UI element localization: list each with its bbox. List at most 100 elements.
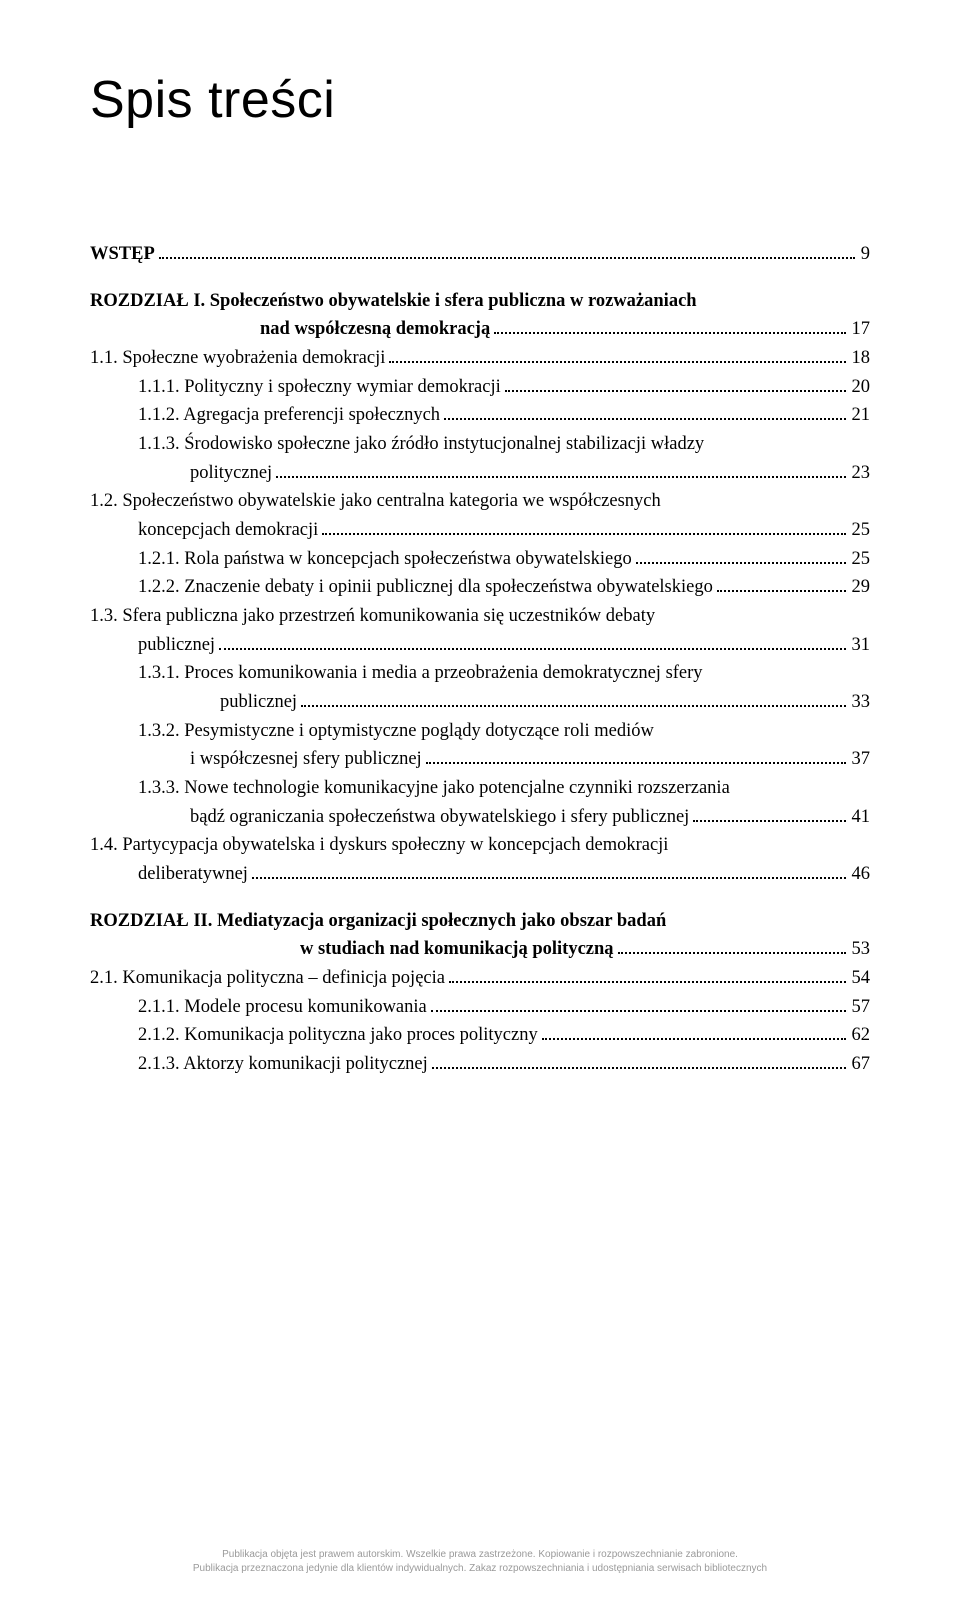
toc-dots bbox=[219, 648, 845, 650]
toc-dots bbox=[505, 390, 846, 392]
toc-label: 1.1.3. Środowisko społeczne jako źródło … bbox=[138, 430, 704, 459]
toc-label: 1.2. Społeczeństwo obywatelskie jako cen… bbox=[90, 487, 661, 516]
toc-row-cont: deliberatywnej 46 bbox=[90, 860, 870, 889]
toc-page: 62 bbox=[850, 1021, 871, 1050]
toc-page: 46 bbox=[850, 860, 871, 889]
toc-label: 1.1.1. Polityczny i społeczny wymiar dem… bbox=[138, 373, 501, 402]
toc-label: 1.1.2. Agregacja preferencji społecznych bbox=[138, 401, 440, 430]
toc-dots bbox=[717, 590, 846, 592]
toc-row: 1.4. Partycypacja obywatelska i dyskurs … bbox=[90, 831, 870, 860]
toc-page: 9 bbox=[859, 240, 870, 269]
toc-page: 18 bbox=[850, 344, 871, 373]
toc-label: koncepcjach demokracji bbox=[138, 516, 318, 545]
toc-label: 1.3. Sfera publiczna jako przestrzeń kom… bbox=[90, 602, 655, 631]
toc-dots bbox=[432, 1067, 846, 1069]
toc-label: 1.2.2. Znaczenie debaty i opinii publicz… bbox=[138, 573, 713, 602]
toc-label: 2.1.3. Aktorzy komunikacji politycznej bbox=[138, 1050, 428, 1079]
toc-label: 2.1. Komunikacja polityczna – definicja … bbox=[90, 964, 445, 993]
toc-row: 1.3.2. Pesymistyczne i optymistyczne pog… bbox=[90, 717, 870, 746]
toc-row: 2.1. Komunikacja polityczna – definicja … bbox=[90, 964, 870, 993]
toc-dots bbox=[322, 533, 845, 535]
toc-page: 25 bbox=[850, 516, 871, 545]
toc-page: 37 bbox=[850, 745, 871, 774]
toc-label: 1.3.3. Nowe technologie komunikacyjne ja… bbox=[138, 774, 730, 803]
toc-label: i współczesnej sfery publicznej bbox=[190, 745, 422, 774]
toc-page: 25 bbox=[850, 545, 871, 574]
toc-label: publicznej bbox=[138, 631, 215, 660]
toc-dots bbox=[449, 981, 846, 983]
toc-label: 1.4. Partycypacja obywatelska i dyskurs … bbox=[90, 831, 668, 860]
toc-row: 2.1.3. Aktorzy komunikacji politycznej 6… bbox=[90, 1050, 870, 1079]
gap bbox=[90, 269, 870, 287]
footer-line: Publikacja objęta jest prawem autorskim.… bbox=[0, 1548, 960, 1562]
toc-label: 2.1.2. Komunikacja polityczna jako proce… bbox=[138, 1021, 538, 1050]
toc-row-cont: koncepcjach demokracji 25 bbox=[90, 516, 870, 545]
toc-row-r1-cont: nad współczesną demokracją 17 bbox=[90, 315, 870, 344]
toc-dots bbox=[252, 877, 846, 879]
toc-page: 33 bbox=[850, 688, 871, 717]
toc-page: 31 bbox=[850, 631, 871, 660]
toc-label: 1.1. Społeczne wyobrażenia demokracji bbox=[90, 344, 385, 373]
toc-row-cont: politycznej 23 bbox=[90, 459, 870, 488]
toc-row: 1.3.1. Proces komunikowania i media a pr… bbox=[90, 659, 870, 688]
toc-row: 2.1.2. Komunikacja polityczna jako proce… bbox=[90, 1021, 870, 1050]
toc-page: 41 bbox=[850, 803, 871, 832]
toc-page: 23 bbox=[850, 459, 871, 488]
toc-dots bbox=[444, 418, 845, 420]
page-title: Spis treści bbox=[90, 70, 870, 130]
toc-label: deliberatywnej bbox=[138, 860, 248, 889]
toc-row: 2.1.1. Modele procesu komunikowania 57 bbox=[90, 993, 870, 1022]
toc-row-r1: ROZDZIAŁ I. Społeczeństwo obywatelskie i… bbox=[90, 287, 870, 316]
toc-page: 67 bbox=[850, 1050, 871, 1079]
footer: Publikacja objęta jest prawem autorskim.… bbox=[0, 1548, 960, 1575]
toc-row: 1.3.3. Nowe technologie komunikacyjne ja… bbox=[90, 774, 870, 803]
toc-page: 20 bbox=[850, 373, 871, 402]
toc-row: 1.1.2. Agregacja preferencji społecznych… bbox=[90, 401, 870, 430]
toc-row-cont: bądź ograniczania społeczeństwa obywatel… bbox=[90, 803, 870, 832]
toc-label: 1.3.1. Proces komunikowania i media a pr… bbox=[138, 659, 703, 688]
toc-label: nad współczesną demokracją bbox=[260, 315, 490, 344]
toc-dots bbox=[426, 762, 846, 764]
toc-row: 1.1.3. Środowisko społeczne jako źródło … bbox=[90, 430, 870, 459]
toc-page: 53 bbox=[850, 935, 871, 964]
toc-dots bbox=[431, 1010, 846, 1012]
toc-page: 29 bbox=[850, 573, 871, 602]
toc-row-r2: ROZDZIAŁ II. Mediatyzacja organizacji sp… bbox=[90, 907, 870, 936]
toc-page: 21 bbox=[850, 401, 871, 430]
toc-label: politycznej bbox=[190, 459, 272, 488]
toc-label: 2.1.1. Modele procesu komunikowania bbox=[138, 993, 427, 1022]
toc-dots bbox=[542, 1038, 846, 1040]
gap bbox=[90, 889, 870, 907]
toc-label: 1.2.1. Rola państwa w koncepcjach społec… bbox=[138, 545, 632, 574]
toc-row-cont: publicznej 31 bbox=[90, 631, 870, 660]
toc-label: ROZDZIAŁ I. Społeczeństwo obywatelskie i… bbox=[90, 287, 697, 316]
toc-dots bbox=[389, 361, 845, 363]
toc-label: WSTĘP bbox=[90, 240, 155, 269]
toc-row-wstep: WSTĘP 9 bbox=[90, 240, 870, 269]
toc-row-r2-cont: w studiach nad komunikacją polityczną 53 bbox=[90, 935, 870, 964]
toc-dots bbox=[494, 332, 845, 334]
toc-page: 54 bbox=[850, 964, 871, 993]
toc-dots bbox=[693, 820, 845, 822]
toc-row-cont: i współczesnej sfery publicznej 37 bbox=[90, 745, 870, 774]
toc-label: w studiach nad komunikacją polityczną bbox=[300, 935, 614, 964]
toc-dots bbox=[636, 562, 846, 564]
footer-line: Publikacja przeznaczona jedynie dla klie… bbox=[0, 1562, 960, 1576]
toc-label: ROZDZIAŁ II. Mediatyzacja organizacji sp… bbox=[90, 907, 666, 936]
page: Spis treści WSTĘP 9 ROZDZIAŁ I. Społecze… bbox=[0, 0, 960, 1603]
toc-row-cont: publicznej 33 bbox=[90, 688, 870, 717]
toc-label: bądź ograniczania społeczeństwa obywatel… bbox=[190, 803, 689, 832]
toc-row: 1.2. Społeczeństwo obywatelskie jako cen… bbox=[90, 487, 870, 516]
toc-dots bbox=[301, 705, 845, 707]
toc-dots bbox=[159, 257, 855, 259]
toc-page: 57 bbox=[850, 993, 871, 1022]
toc-row: 1.1. Społeczne wyobrażenia demokracji 18 bbox=[90, 344, 870, 373]
toc-row: 1.1.1. Polityczny i społeczny wymiar dem… bbox=[90, 373, 870, 402]
toc-dots bbox=[618, 952, 846, 954]
toc-label: 1.3.2. Pesymistyczne i optymistyczne pog… bbox=[138, 717, 654, 746]
toc-row: 1.2.1. Rola państwa w koncepcjach społec… bbox=[90, 545, 870, 574]
toc-page: 17 bbox=[850, 315, 871, 344]
toc-dots bbox=[276, 476, 845, 478]
toc-label: publicznej bbox=[220, 688, 297, 717]
toc-row: 1.2.2. Znaczenie debaty i opinii publicz… bbox=[90, 573, 870, 602]
